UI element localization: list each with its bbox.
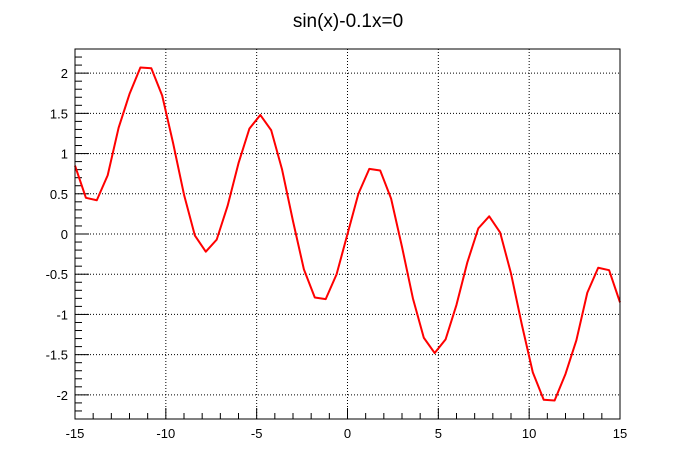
y-tick-label: 0.5 (50, 187, 68, 202)
x-tick-label: -10 (156, 426, 175, 441)
y-tick-label: -2 (56, 388, 68, 403)
x-tick-label: -15 (66, 426, 85, 441)
y-tick-label: -1 (56, 307, 68, 322)
chart-title: sin(x)-0.1x=0 (293, 11, 403, 32)
x-tick-label: -5 (251, 426, 263, 441)
series-layer (74, 66, 621, 402)
y-tick-label: -0.5 (46, 267, 68, 282)
x-tick-label: 15 (613, 426, 627, 441)
minor-ticks (75, 48, 603, 420)
x-tick-label: 10 (522, 426, 536, 441)
series-line (74, 66, 621, 402)
x-axis: -15 -10 -5 0 5 10 15 (66, 408, 627, 441)
y-tick-label: 1 (61, 147, 68, 162)
y-tick-label: 0 (61, 227, 68, 242)
y-axis: -2 -1.5 -1 -0.5 0 0.5 1 1.5 2 (46, 66, 89, 403)
y-tick-label: -1.5 (46, 348, 68, 363)
x-tick-label: 0 (344, 426, 351, 441)
y-tick-label: 2 (61, 66, 68, 81)
x-tick-label: 5 (435, 426, 442, 441)
y-tick-label: 1.5 (50, 106, 68, 121)
plot-frame (74, 48, 621, 420)
